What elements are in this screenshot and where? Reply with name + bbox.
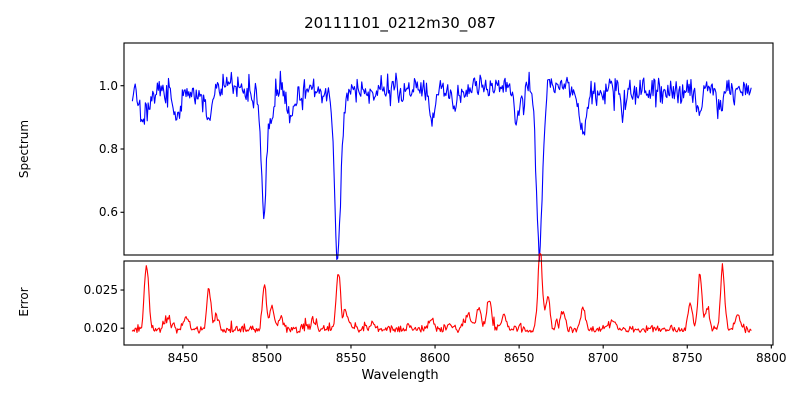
error-axes-frame bbox=[123, 260, 774, 346]
x-tick-label: 8450 bbox=[167, 351, 199, 365]
x-axis-label: Wavelength bbox=[361, 368, 439, 383]
x-tick-label: 8800 bbox=[756, 351, 787, 365]
error-y-tick-label: 0.020 bbox=[83, 321, 118, 336]
spectrum-y-tick-label: 0.6 bbox=[98, 205, 118, 220]
x-tick-label: 8550 bbox=[335, 351, 367, 365]
figure-title: 20111101_0212m30_087 bbox=[304, 14, 496, 32]
spectrum-axes-frame bbox=[123, 42, 774, 256]
x-tick-label: 8500 bbox=[251, 351, 283, 365]
spectrum-trace bbox=[131, 70, 752, 262]
error-y-axis-label: Error bbox=[17, 287, 31, 317]
x-tick-label: 8750 bbox=[671, 351, 703, 365]
error-y-tick-label: 0.025 bbox=[83, 283, 118, 298]
error-tick-marks bbox=[120, 289, 772, 349]
error-trace bbox=[131, 253, 752, 334]
spectrum-panel bbox=[120, 42, 774, 262]
x-tick-label: 8700 bbox=[587, 351, 619, 365]
spectrum-y-tick-label: 0.8 bbox=[98, 142, 118, 156]
spectrum-tick-marks bbox=[120, 85, 124, 213]
spectrum-y-axis-label: Spectrum bbox=[17, 119, 31, 179]
spectrum-y-tick-label: 1.0 bbox=[98, 78, 118, 93]
error-panel bbox=[120, 253, 774, 349]
x-tick-label: 8650 bbox=[503, 351, 535, 365]
x-tick-label: 8600 bbox=[419, 351, 451, 365]
